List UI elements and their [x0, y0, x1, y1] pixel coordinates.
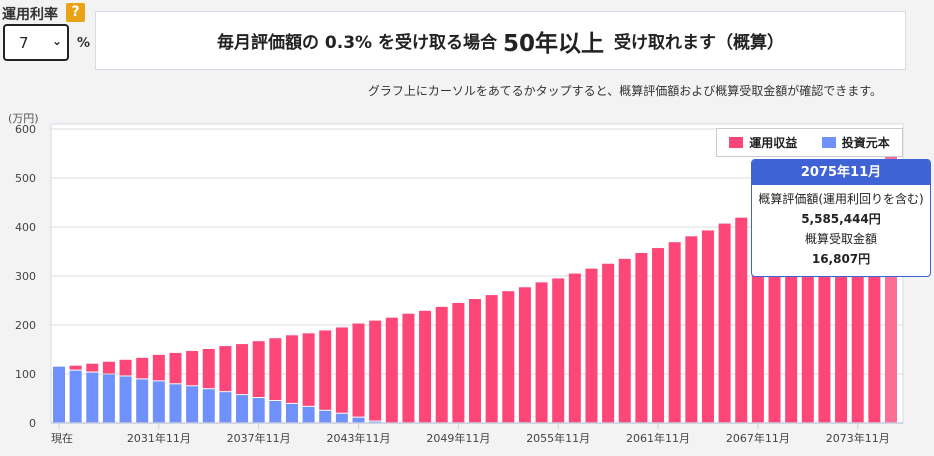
bar-principal [202, 389, 215, 423]
bar-principal [69, 370, 82, 423]
x-tick-label: 2073年11月 [826, 431, 890, 445]
rate-select[interactable]: 7 ⌄ [3, 24, 69, 61]
bar-returns [169, 352, 182, 384]
x-tick-label: 2067年11月 [726, 431, 790, 445]
bar-returns [319, 330, 332, 410]
bar-principal [269, 400, 282, 423]
y-axis-unit: (万円) [8, 112, 39, 125]
rate-select-value: 7 [19, 34, 29, 52]
bar-principal [119, 376, 132, 423]
bar-returns [302, 333, 315, 406]
y-tick-label: 200 [15, 319, 36, 332]
bar-returns [668, 242, 681, 423]
tooltip-title: 2075年11月 [752, 160, 930, 185]
bar-returns [585, 268, 598, 423]
y-tick-label: 300 [15, 270, 36, 283]
bar-returns [352, 323, 365, 417]
bar-principal [219, 392, 232, 423]
bar-returns [252, 341, 265, 398]
bar-principal [352, 417, 365, 423]
bar-returns [618, 258, 631, 423]
tooltip-label-payout: 概算受取金額 [804, 232, 877, 246]
bar-returns [419, 310, 432, 423]
bar-returns [269, 338, 282, 400]
tooltip-label-valuation: 概算評価額(運用利回りを含む) [758, 192, 924, 206]
tooltip-value-valuation: 5,585,444円 [801, 212, 881, 226]
y-tick-label: 600 [15, 123, 36, 136]
bar-returns [335, 327, 348, 413]
bar-returns [535, 282, 548, 423]
bar-chart[interactable]: 0 100 200 300 400 500 600 現在 2031年11月 2037年11月 204… [0, 118, 934, 456]
bar-returns [652, 248, 665, 423]
bar-returns [69, 365, 82, 370]
bar-returns [602, 263, 615, 423]
bar-returns [485, 295, 498, 423]
chevron-down-icon: ⌄ [51, 34, 62, 48]
bar-returns [236, 344, 249, 395]
bar-principal [285, 403, 298, 423]
bar-returns [86, 363, 99, 372]
result-banner: 毎月評価額の 0.3% を受け取る場合 50年以上 受け取れます（概算） [95, 11, 906, 70]
x-tick-label: 2049年11月 [426, 431, 490, 445]
x-tick-label: 2043年11月 [327, 431, 391, 445]
bar-principal [136, 379, 149, 423]
banner-suffix: 受け取れます（概算） [614, 33, 784, 53]
bar-returns [402, 313, 415, 423]
y-tick-label: 400 [15, 221, 36, 234]
banner-prefix: 毎月評価額の 0.3% を受け取る場合 [216, 33, 497, 53]
bar-returns [568, 273, 581, 423]
x-tick-label: 2031年11月 [127, 431, 191, 445]
bar-returns [369, 320, 382, 421]
y-tick-label: 0 [29, 417, 36, 430]
bar-principal [252, 398, 265, 423]
banner-years: 50年以上 [502, 30, 604, 57]
x-tick-label: 2055年11月 [526, 431, 590, 445]
legend-item-principal[interactable]: 投資元本 [821, 134, 890, 151]
rate-unit: % [77, 36, 91, 51]
y-tick-label: 100 [15, 368, 36, 381]
bar-principal [102, 374, 115, 423]
bar-returns [452, 302, 465, 423]
bar-returns [219, 346, 232, 392]
x-tick-label: 2061年11月 [626, 431, 690, 445]
bar-returns [502, 291, 515, 423]
legend-item-returns[interactable]: 運用収益 [729, 134, 797, 151]
chart-legend: 運用収益 投資元本 [716, 128, 903, 157]
bar-returns [701, 230, 714, 423]
rate-label: 運用利率 [2, 7, 58, 23]
bar-principal [152, 381, 165, 423]
bar-returns [518, 287, 531, 423]
tooltip-value-payout: 16,807円 [811, 252, 871, 266]
bar-returns [735, 217, 748, 423]
bar-returns [469, 299, 481, 423]
bar-principal [186, 386, 199, 423]
help-icon[interactable]: ? [66, 3, 85, 22]
bar-principal [302, 406, 315, 423]
bar-returns [202, 349, 215, 389]
bar-returns [435, 306, 448, 423]
x-tick-label: 現在 [51, 432, 73, 445]
bar-principal [86, 372, 99, 423]
bar-returns [285, 335, 298, 403]
x-tick-label: 2037年11月 [227, 431, 291, 445]
bar-returns [136, 357, 149, 379]
bar-returns [102, 361, 115, 374]
bar-returns [119, 359, 132, 376]
bar-returns [718, 223, 731, 423]
bar-returns [186, 350, 199, 386]
bar-returns [385, 317, 398, 423]
chart-tooltip: 2075年11月 概算評価額(運用利回りを含む) 5,585,444円 概算受取… [751, 159, 931, 277]
chart-hint: グラフ上にカーソルをあてるかタップすると、概算評価額および概算受取金額が確認でき… [367, 84, 882, 98]
bar-returns [635, 252, 648, 423]
bar-principal [169, 384, 182, 423]
bar-returns [685, 236, 698, 423]
y-tick-label: 500 [15, 172, 36, 185]
bar-returns [552, 278, 565, 423]
bar-principal [236, 395, 249, 423]
bar-returns [152, 354, 165, 381]
bar-principal [53, 366, 65, 423]
bar-principal [319, 410, 332, 423]
bar-principal [335, 413, 348, 423]
